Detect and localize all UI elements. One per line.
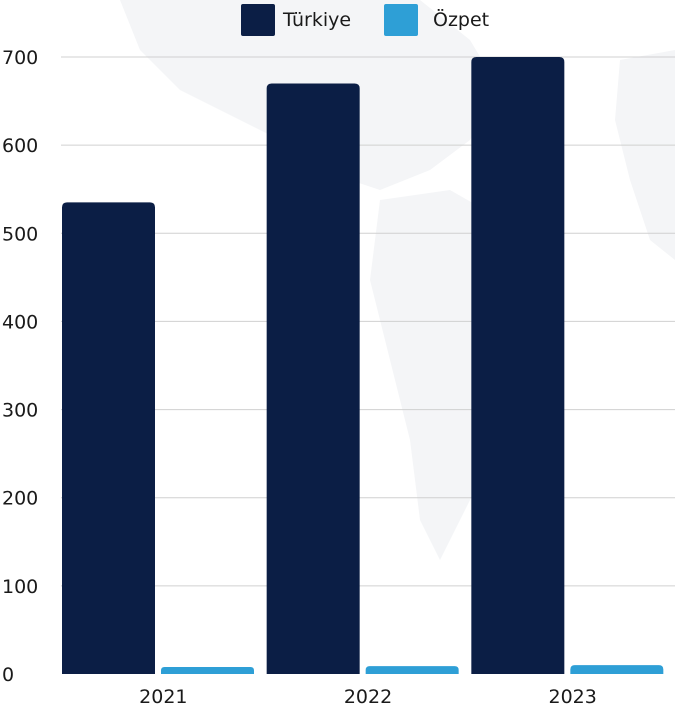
bar-ozpet-2023: [570, 665, 664, 674]
x-axis: 2021 2022 2023: [139, 686, 597, 708]
bar-ozpet-2022: [365, 666, 459, 674]
bar-turkiye-2022: [266, 83, 360, 674]
legend-label-turkiye: Türkiye: [282, 9, 351, 31]
y-tick-label: 0: [2, 664, 14, 686]
bar-ozpet-2021: [161, 666, 254, 674]
bar-turkiye-2023: [471, 57, 565, 674]
x-tick-label: 2022: [344, 686, 392, 708]
bars: [62, 57, 664, 674]
y-tick-label: 400: [2, 311, 38, 333]
bar-turkiye-2021: [62, 202, 155, 674]
y-tick-label: 100: [2, 576, 38, 598]
y-axis: 0 100 200 300 400 500 600 700: [2, 47, 38, 686]
background-map: [120, 0, 675, 560]
x-tick-label: 2023: [548, 686, 596, 708]
legend-swatch-turkiye: [241, 4, 275, 36]
y-tick-label: 700: [2, 47, 38, 69]
grid: [61, 56, 675, 587]
map-silhouette-africa: [615, 50, 675, 260]
y-tick-label: 300: [2, 400, 38, 422]
legend: Türkiye Özpet: [241, 4, 489, 36]
y-tick-label: 500: [2, 223, 38, 245]
legend-swatch-ozpet: [384, 4, 418, 36]
x-tick-label: 2021: [139, 686, 187, 708]
y-tick-label: 200: [2, 488, 38, 510]
y-tick-label: 600: [2, 135, 38, 157]
legend-label-ozpet: Özpet: [433, 8, 489, 31]
